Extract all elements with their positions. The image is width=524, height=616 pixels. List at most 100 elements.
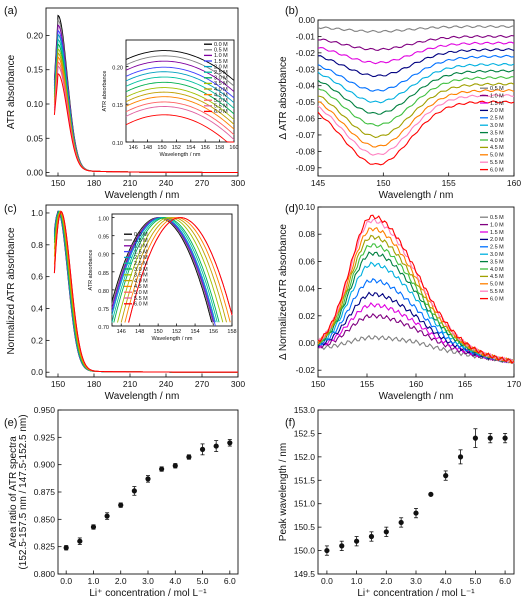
inset-c: 146 148 150 152 154 156 158 0.70 0.75 0.80 0.85 0.9… bbox=[88, 213, 237, 342]
plot-frame bbox=[45, 204, 239, 378]
y-tick-label: 153.0 bbox=[294, 405, 316, 415]
legend-entry: 3.0 M bbox=[490, 123, 504, 129]
x-tick-label: 270 bbox=[195, 379, 209, 389]
y-tick-label: 0.900 bbox=[34, 460, 56, 470]
y-tick-label: 0.0 bbox=[31, 367, 43, 377]
series-line bbox=[317, 48, 515, 78]
x-tick-label: 150 bbox=[311, 379, 325, 389]
legend-entry: 4.0 M bbox=[134, 278, 148, 284]
x-tick-label: 150 bbox=[157, 145, 166, 151]
y-axis-label: ATR absorbance bbox=[6, 54, 17, 129]
legend-entry: 2.5 M bbox=[134, 261, 148, 267]
data-point bbox=[398, 519, 404, 526]
y-tick-label: 0.20 bbox=[26, 30, 43, 40]
x-tick-label: 146 bbox=[117, 329, 126, 335]
legend-entry: 2.0 M bbox=[490, 237, 504, 243]
data-point bbox=[413, 510, 419, 516]
x-tick-label: 155 bbox=[360, 379, 374, 389]
x-tick-label: 145 bbox=[311, 178, 325, 188]
y-tick-label: 0.10 bbox=[298, 202, 315, 212]
y-tick-label: 0.6 bbox=[31, 272, 43, 282]
y-tick-label: -0.01 bbox=[296, 31, 316, 41]
x-tick-label: 160 bbox=[507, 178, 521, 188]
inset-series-line bbox=[125, 60, 235, 92]
x-tick-label: 150 bbox=[51, 178, 65, 188]
x-axis-label: Wavelength / nm bbox=[379, 391, 454, 402]
x-tick-label: 6.0 bbox=[499, 576, 511, 586]
y-tick-label: 0.8 bbox=[31, 240, 43, 250]
y-tick-label: 0.10 bbox=[112, 141, 123, 147]
legend-entry: 2.5 M bbox=[214, 70, 228, 76]
legend-entry: 6.0 M bbox=[490, 167, 504, 173]
x-tick-label: 148 bbox=[135, 329, 144, 335]
data-point bbox=[90, 524, 97, 530]
series-line bbox=[317, 54, 515, 92]
y-tick-label: 0.75 bbox=[98, 307, 109, 313]
series-line bbox=[53, 210, 238, 373]
y-tick-label: 0.850 bbox=[34, 514, 56, 524]
x-tick-label: 170 bbox=[507, 379, 521, 389]
x-tick-label: 156 bbox=[209, 329, 218, 335]
y-tick-label: 0.00 bbox=[298, 338, 315, 348]
inset-series-line bbox=[125, 81, 235, 115]
y-axis-label: Normalized ATR absorbance bbox=[6, 227, 17, 355]
panel-d: 150 155 160 165 170 -0.02 0.00 0.02 0.04 0.06 0.08… bbox=[278, 202, 521, 402]
y-tick-label: 0.00 bbox=[298, 15, 315, 25]
legend-entry: 5.5 M bbox=[490, 289, 504, 295]
legend-entry: 3.5 M bbox=[134, 273, 148, 279]
x-tick-label: 300 bbox=[231, 178, 245, 188]
y-axis-label: ATR absorbance bbox=[88, 250, 94, 291]
y-tick-label: 0.08 bbox=[298, 229, 315, 239]
x-tick-label: 210 bbox=[123, 379, 137, 389]
y-tick-label: 0.80 bbox=[98, 289, 109, 295]
legend-entry: 1.5 M bbox=[214, 59, 228, 65]
inset-series-line bbox=[125, 66, 235, 99]
x-tick-label: 165 bbox=[458, 379, 472, 389]
panel-b: 145 150 155 160 0.00 -0.01 -0.02 -0.03 -0.04 -0.0… bbox=[278, 15, 521, 201]
y-tick-label: 0.800 bbox=[34, 569, 56, 579]
y-tick-label: 0.950 bbox=[34, 405, 56, 415]
legend-entry: 5.5 M bbox=[214, 104, 228, 110]
y-axis-label: Δ ATR absorbance bbox=[278, 56, 289, 140]
legend-entry: 4.0 M bbox=[214, 87, 228, 93]
plot-frame bbox=[317, 19, 515, 177]
legend-entry: 0.5 M bbox=[214, 48, 228, 54]
legend-entry: 6.0 M bbox=[214, 109, 228, 115]
data-point bbox=[186, 454, 192, 460]
x-axis-label: Wavelength / nm bbox=[151, 336, 192, 342]
x-tick-label: 154 bbox=[186, 145, 195, 151]
y-tick-label: -0.09 bbox=[296, 163, 316, 173]
y-tick-label: 151.5 bbox=[294, 475, 316, 485]
legend-entry: 0.5 M bbox=[490, 215, 504, 221]
legend-entry: 3.5 M bbox=[214, 81, 228, 87]
y-tick-label: -0.03 bbox=[296, 64, 316, 74]
data-point bbox=[354, 538, 360, 544]
y-tick-label: -0.08 bbox=[296, 146, 316, 156]
inset-series-line bbox=[125, 71, 235, 104]
inset-series-line bbox=[125, 91, 235, 125]
legend-entry: 1.0 M bbox=[490, 93, 504, 99]
panel-label: (d) bbox=[285, 203, 298, 215]
x-tick-label: 150 bbox=[154, 329, 163, 335]
x-tick-label: 156 bbox=[201, 145, 210, 151]
panel-label: (b) bbox=[285, 5, 298, 17]
x-tick-label: 3.0 bbox=[142, 576, 154, 586]
x-tick-label: 152 bbox=[172, 329, 181, 335]
data-point bbox=[339, 543, 345, 549]
y-tick-label: 0.95 bbox=[98, 235, 109, 241]
x-tick-label: 160 bbox=[409, 379, 423, 389]
y-tick-label: 150.5 bbox=[294, 522, 316, 532]
x-tick-label: 150 bbox=[51, 379, 65, 389]
y-tick-label: 0.70 bbox=[98, 325, 109, 331]
series-line bbox=[317, 89, 515, 148]
legend-entry: 3.5 M bbox=[490, 259, 504, 265]
y-tick-label: -0.02 bbox=[296, 365, 316, 375]
series-line bbox=[317, 334, 515, 364]
series-line bbox=[317, 82, 515, 139]
inset-a: 146 148 150 152 154 156 158 160 0.10 0.15 0.20 Wave… bbox=[102, 39, 239, 158]
legend-entry: 4.0 M bbox=[490, 267, 504, 273]
data-point bbox=[443, 473, 449, 479]
series-line bbox=[317, 34, 515, 51]
data-point bbox=[428, 491, 434, 497]
